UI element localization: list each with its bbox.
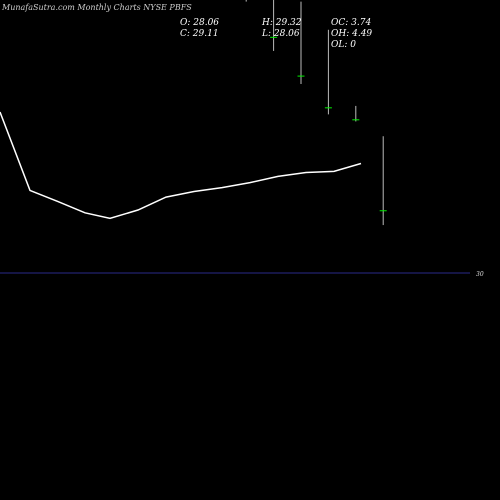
candle-body-13 [352,119,360,121]
moving-average-layer [0,111,362,220]
candle-body-12 [324,107,332,109]
moving-average-line [0,111,362,220]
candles-layer [245,0,387,226]
candle-body-11 [297,75,305,77]
oh-value: OH: 4.49 [331,29,373,39]
oc-value: OC: 3.74 [331,18,372,28]
horizontal-levels: 3065425 [0,271,484,278]
low-value: L: 28.06 [262,29,300,39]
candle-body-14 [379,210,387,212]
chart-title: MunafaSutra.com Monthly Charts NYSE PBFS [2,3,192,12]
close-value: C: 29.11 [180,29,219,39]
ol-value: OL: 0 [331,40,356,50]
candle-body-10 [270,36,278,38]
open-value: O: 28.06 [180,18,220,28]
level-label-0: 30 [476,271,484,278]
high-value: H: 29.32 [262,18,302,28]
